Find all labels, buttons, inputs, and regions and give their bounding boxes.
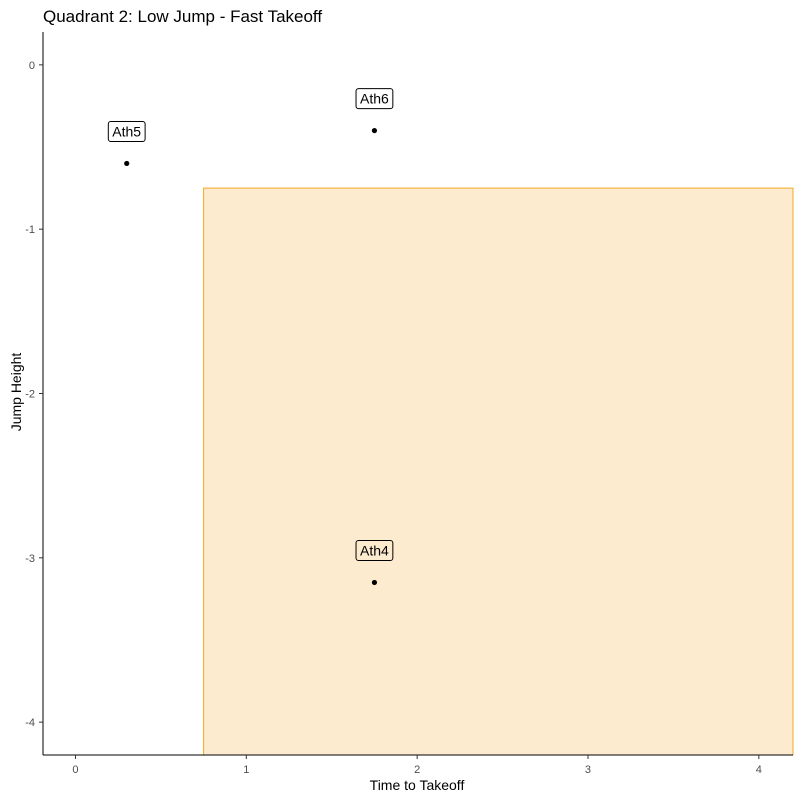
y-tick-label: -3 <box>25 553 35 565</box>
x-tick-label: 1 <box>243 764 249 776</box>
quadrant-highlight-region <box>203 187 794 756</box>
x-tick-label: 0 <box>72 764 78 776</box>
x-axis-title: Time to Takeoff <box>370 777 465 793</box>
data-point <box>371 579 378 586</box>
y-axis-title: Jump Height <box>8 353 24 432</box>
data-point-label: Ath4 <box>360 542 389 558</box>
x-tick-label: 2 <box>414 764 420 776</box>
data-point-label: Ath6 <box>360 91 389 107</box>
y-tick-label: -1 <box>25 224 35 236</box>
data-points: Ath5 Ath6 Ath4 <box>107 88 394 586</box>
data-point-label-box <box>355 88 394 110</box>
data-point-label: Ath5 <box>112 123 141 139</box>
y-tick-label: 0 <box>29 60 35 72</box>
x-tick-label: 4 <box>756 764 762 776</box>
data-point <box>371 127 378 134</box>
x-tick-label: 3 <box>585 764 591 776</box>
y-tick-label: -2 <box>25 389 35 401</box>
axes: 0 1 2 3 4 0 -1 -2 -3 -4 <box>25 32 793 776</box>
y-tick-label: -4 <box>25 717 35 729</box>
data-point-label-box <box>355 539 394 561</box>
data-point-label-box <box>107 120 146 142</box>
chart-title: Quadrant 2: Low Jump - Fast Takeoff <box>43 7 322 26</box>
data-point <box>124 160 130 167</box>
